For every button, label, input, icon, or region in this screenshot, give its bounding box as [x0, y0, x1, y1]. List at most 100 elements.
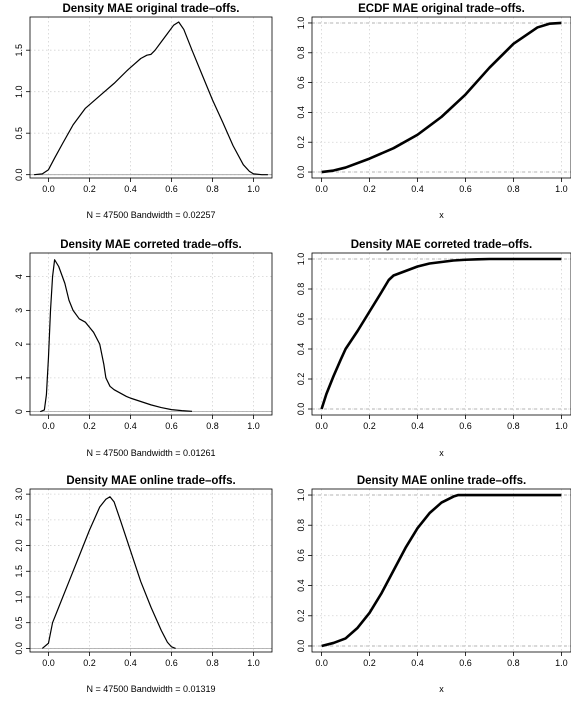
x-tick-label: 0.2 — [363, 184, 376, 194]
density-line — [40, 259, 193, 413]
y-tick-label: 1.0 — [296, 17, 306, 30]
y-tick-label: 0.5 — [14, 616, 24, 629]
y-tick-label: 2.5 — [14, 514, 24, 527]
ecdf-line — [320, 257, 562, 410]
x-tick-label: 0.0 — [42, 184, 55, 194]
y-tick-label: 0.2 — [296, 610, 306, 623]
panel-title: Density MAE online trade–offs. — [357, 475, 526, 487]
ecdf-line — [321, 493, 562, 648]
x-tick-label: 0.2 — [83, 184, 96, 194]
x-axis-label: x — [439, 684, 444, 694]
x-tick-label: 1.0 — [555, 421, 568, 431]
y-tick-label: 0.0 — [296, 640, 306, 653]
ecdf-line — [321, 21, 562, 174]
x-tick-label: 0.6 — [165, 184, 178, 194]
y-tick-label: 0.0 — [14, 642, 24, 655]
y-tick-label: 0.8 — [296, 283, 306, 296]
panel-subtitle: N = 47500 Bandwidth = 0.01319 — [86, 684, 215, 694]
y-tick-label: 0.4 — [296, 106, 306, 119]
x-tick-label: 0.4 — [411, 658, 424, 668]
plot-frame — [29, 252, 273, 416]
y-tick-label: 4 — [14, 274, 24, 279]
panel-title: Density MAE original trade–offs. — [62, 3, 239, 15]
plot-frame — [29, 488, 273, 653]
panel-p3: Density MAE correted trade–offs. 0.0 0.2 0.… — [14, 239, 273, 458]
x-tick-label: 0.6 — [459, 184, 472, 194]
y-tick-label: 1.0 — [14, 85, 24, 98]
x-axis-label: x — [439, 448, 444, 458]
x-tick-label: 0.6 — [459, 421, 472, 431]
y-tick-label: 0.4 — [296, 343, 306, 356]
y-tick-label: 1.5 — [14, 44, 24, 57]
x-tick-label: 0.6 — [165, 658, 178, 668]
y-tick-label: 2 — [14, 342, 24, 347]
x-tick-label: 0.8 — [206, 184, 219, 194]
x-tick-label: 0.0 — [315, 184, 328, 194]
y-tick-label: 0.2 — [296, 373, 306, 386]
panel-p6: Density MAE online trade–offs. 0.0 0.2 0.4 0… — [296, 475, 571, 694]
plot-frame — [311, 252, 571, 416]
x-tick-label: 1.0 — [555, 658, 568, 668]
panel-subtitle: N = 47500 Bandwidth = 0.02257 — [86, 210, 215, 220]
y-tick-label: 1 — [14, 375, 24, 380]
y-tick-label: 0.0 — [296, 166, 306, 179]
panel-p4: Density MAE correted trade–offs. 0.0 0.2 0.… — [296, 239, 571, 458]
y-tick-label: 1.0 — [14, 591, 24, 604]
x-tick-label: 0.4 — [411, 184, 424, 194]
x-tick-label: 0.2 — [363, 421, 376, 431]
panel-p2: ECDF MAE original trade–offs. 0.0 0.2 0.4 0.… — [296, 3, 571, 220]
y-tick-label: 0.0 — [296, 403, 306, 416]
y-tick-label: 3 — [14, 308, 24, 313]
panel-title: Density MAE correted trade–offs. — [60, 239, 242, 251]
x-tick-label: 0.8 — [507, 421, 520, 431]
x-tick-label: 0.6 — [165, 421, 178, 431]
y-tick-label: 2.0 — [14, 539, 24, 552]
x-tick-label: 0.8 — [507, 184, 520, 194]
x-tick-label: 1.0 — [555, 184, 568, 194]
x-tick-label: 0.0 — [42, 421, 55, 431]
x-tick-label: 1.0 — [247, 421, 260, 431]
y-tick-label: 1.0 — [296, 253, 306, 266]
x-tick-label: 1.0 — [247, 658, 260, 668]
y-tick-label: 0.8 — [296, 519, 306, 532]
x-tick-label: 0.8 — [206, 658, 219, 668]
y-tick-label: 0.6 — [296, 549, 306, 562]
y-tick-label: 0.2 — [296, 136, 306, 149]
y-tick-label: 0.5 — [14, 127, 24, 140]
y-tick-label: 3.0 — [14, 488, 24, 501]
plot-frame — [311, 16, 571, 179]
x-tick-label: 0.8 — [206, 421, 219, 431]
x-tick-label: 0.4 — [124, 184, 137, 194]
plot-frame — [29, 16, 273, 179]
x-tick-label: 0.2 — [363, 658, 376, 668]
y-tick-label: 0.6 — [296, 313, 306, 326]
density-line — [41, 496, 176, 649]
x-tick-label: 0.6 — [459, 658, 472, 668]
x-tick-label: 0.0 — [315, 421, 328, 431]
y-tick-label: 0.0 — [14, 168, 24, 181]
x-tick-label: 1.0 — [247, 184, 260, 194]
panel-title: Density MAE correted trade–offs. — [351, 239, 533, 251]
x-axis-label: x — [439, 210, 444, 220]
panel-title: Density MAE online trade–offs. — [66, 475, 235, 487]
density-line — [34, 21, 268, 176]
y-tick-label: 0.4 — [296, 579, 306, 592]
x-tick-label: 0.4 — [124, 658, 137, 668]
x-tick-label: 0.0 — [315, 658, 328, 668]
y-tick-label: 0 — [14, 409, 24, 414]
y-tick-label: 0.8 — [296, 47, 306, 60]
x-tick-label: 0.0 — [42, 658, 55, 668]
x-tick-label: 0.4 — [411, 421, 424, 431]
plot-frame — [311, 488, 571, 653]
panel-p1: Density MAE original trade–offs. 0.0 0.2 0.… — [14, 3, 273, 220]
y-tick-label: 1.5 — [14, 565, 24, 578]
panel-title: ECDF MAE original trade–offs. — [358, 3, 525, 15]
x-tick-label: 0.4 — [124, 421, 137, 431]
y-tick-label: 1.0 — [296, 489, 306, 502]
x-tick-label: 0.8 — [507, 658, 520, 668]
y-tick-label: 0.6 — [296, 76, 306, 89]
panel-subtitle: N = 47500 Bandwidth = 0.01261 — [86, 448, 215, 458]
x-tick-label: 0.2 — [83, 421, 96, 431]
